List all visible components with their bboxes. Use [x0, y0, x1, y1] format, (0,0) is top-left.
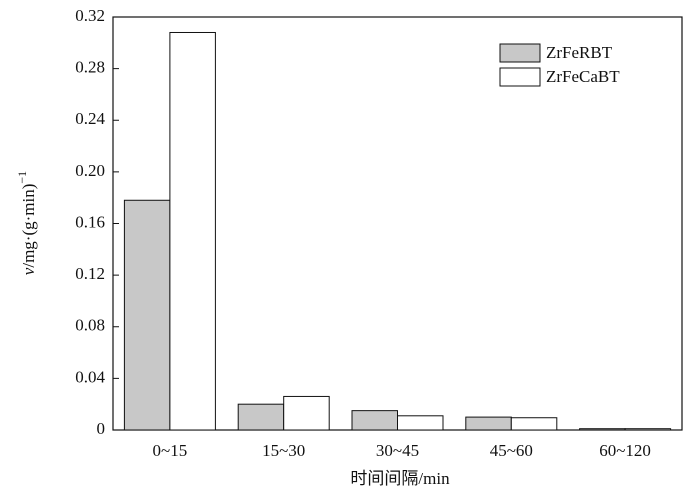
bar — [283, 395, 330, 431]
bar — [169, 31, 216, 431]
bar — [624, 428, 672, 431]
y-label-variable: v — [19, 267, 38, 275]
x-tick-label: 45~60 — [490, 441, 533, 460]
y-tick-label: 0.08 — [75, 316, 105, 335]
y-label-unit: /mg·(g·min) — [19, 184, 38, 268]
y-tick-label: 0.04 — [75, 367, 105, 386]
legend-swatch — [499, 43, 541, 63]
y-label-exponent: −1 — [15, 171, 29, 184]
bar — [351, 410, 398, 431]
x-axis-label: 时间间隔/min — [350, 469, 450, 488]
x-tick-label: 60~120 — [599, 441, 651, 460]
legend-label: ZrFeCaBT — [546, 67, 620, 86]
bar — [397, 415, 444, 431]
legend-label: ZrFeRBT — [546, 43, 613, 62]
bar — [465, 416, 512, 431]
y-tick-label: 0.24 — [75, 109, 105, 128]
x-tick-label: 15~30 — [262, 441, 305, 460]
bar — [237, 403, 285, 431]
y-tick-label: 0.12 — [75, 264, 105, 283]
x-tick-label: 30~45 — [376, 441, 419, 460]
bar — [579, 428, 626, 431]
y-tick-label: 0.28 — [75, 58, 105, 77]
legend-swatch — [499, 67, 541, 87]
y-tick-label: 0.32 — [75, 6, 105, 25]
x-tick-label: 0~15 — [153, 441, 188, 460]
bar — [510, 417, 558, 431]
bar — [123, 199, 171, 431]
y-axis-label: v/mg·(g·min)−1 — [15, 171, 38, 275]
y-tick-label: 0 — [97, 419, 106, 438]
y-tick-label: 0.16 — [75, 212, 105, 231]
y-tick-label: 0.20 — [75, 161, 105, 180]
